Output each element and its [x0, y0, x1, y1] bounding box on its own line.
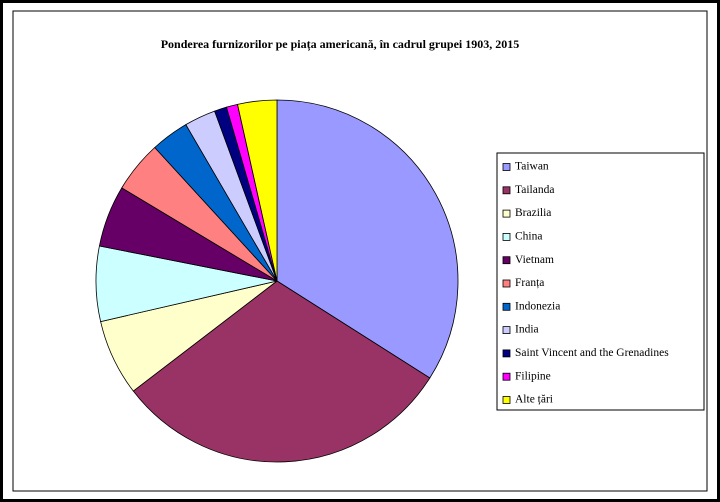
- legend-label: Vietnam: [515, 254, 554, 266]
- legend: [496, 152, 705, 411]
- legend-swatch: [502, 186, 511, 195]
- legend-label: Taiwan: [515, 161, 549, 173]
- legend-label: Brazilia: [515, 207, 551, 219]
- legend-swatch: [502, 349, 511, 358]
- pie-slice: [237, 99, 278, 282]
- legend-label: Filipine: [515, 370, 551, 382]
- legend-label: India: [515, 324, 539, 336]
- legend-swatch: [502, 396, 511, 404]
- legend-label: Saint Vincent and the Grenadines: [515, 347, 669, 359]
- legend-swatch: [502, 256, 511, 265]
- legend-swatch: [502, 279, 511, 288]
- legend-label: Franța: [515, 277, 544, 289]
- chart-title: Ponderea furnizorilor pe piața americană…: [161, 37, 520, 52]
- legend-swatch: [502, 209, 511, 218]
- pie-slice: [276, 99, 459, 379]
- legend-label: Tailanda: [515, 184, 554, 196]
- legend-label: China: [515, 231, 542, 243]
- legend-swatch: [502, 302, 511, 311]
- legend-swatch: [502, 372, 511, 381]
- legend-label: Indonezia: [515, 300, 560, 312]
- legend-swatch: [502, 326, 511, 335]
- legend-swatch: [502, 163, 511, 171]
- legend-swatch: [502, 232, 511, 241]
- legend-label: Alte țări: [515, 394, 553, 406]
- pie-slice: [132, 280, 431, 463]
